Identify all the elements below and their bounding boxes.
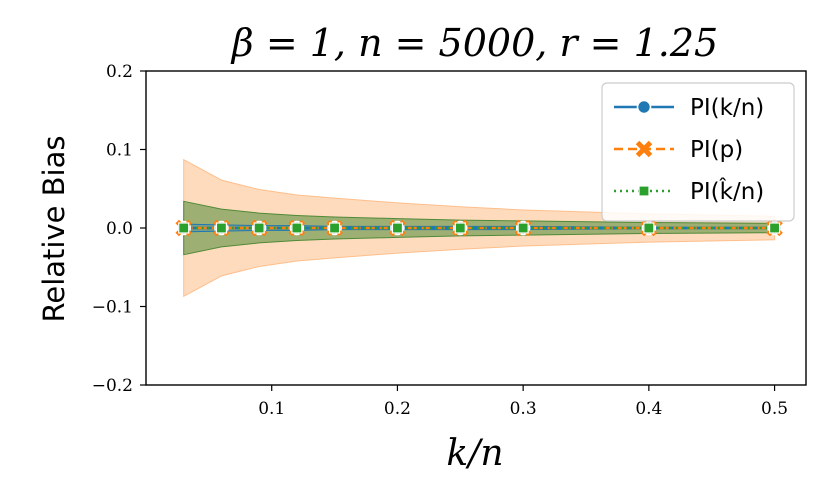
x-tick-label-4: 0.5 <box>761 399 788 419</box>
x-axis-label: k/n <box>446 433 503 474</box>
legend-marker-1 <box>635 140 653 158</box>
legend: PI(k/n) PI(p) PI(k̂/n) <box>601 82 795 222</box>
data-point-s2-9 <box>768 222 781 234</box>
series-markers <box>175 219 783 237</box>
legend-marker-2 <box>638 185 650 197</box>
legend-box <box>601 82 795 222</box>
legend-label-1: PI(p) <box>690 137 743 163</box>
x-tick-label-3: 0.4 <box>635 399 662 419</box>
data-point-s2-8 <box>643 222 655 234</box>
y-tick-label-4: 0.2 <box>106 62 133 82</box>
y-tick-label-2: 0.0 <box>106 219 133 239</box>
y-axis-label: Relative Bias <box>37 136 71 323</box>
chart-title: β = 1, n = 5000, r = 1.25 <box>230 21 718 65</box>
x-tick-label-2: 0.3 <box>510 399 537 419</box>
x-tick-label-1: 0.2 <box>384 399 411 419</box>
data-point-s2-3 <box>291 222 303 234</box>
axes: 0.1 0.2 0.3 0.4 0.5 −0.2 −0.1 0.0 0.1 0.2 <box>92 62 807 419</box>
legend-label-0: PI(k/n) <box>690 95 764 121</box>
data-point-s2-2 <box>253 222 265 234</box>
legend-label-2: PI(k̂/n) <box>690 178 764 205</box>
data-point-s2-6 <box>454 222 466 234</box>
legend-marker-0 <box>636 99 652 115</box>
data-point-s2-7 <box>517 222 529 234</box>
y-tick-label-3: 0.1 <box>106 141 133 161</box>
data-point-s2-1 <box>215 222 228 234</box>
x-tick-label-0: 0.1 <box>258 399 285 419</box>
data-point-s2-0 <box>178 222 190 234</box>
y-tick-label-1: −0.1 <box>92 298 133 318</box>
y-tick-label-0: −0.2 <box>92 376 133 396</box>
data-point-s2-4 <box>328 222 341 234</box>
data-point-s2-5 <box>391 222 404 234</box>
